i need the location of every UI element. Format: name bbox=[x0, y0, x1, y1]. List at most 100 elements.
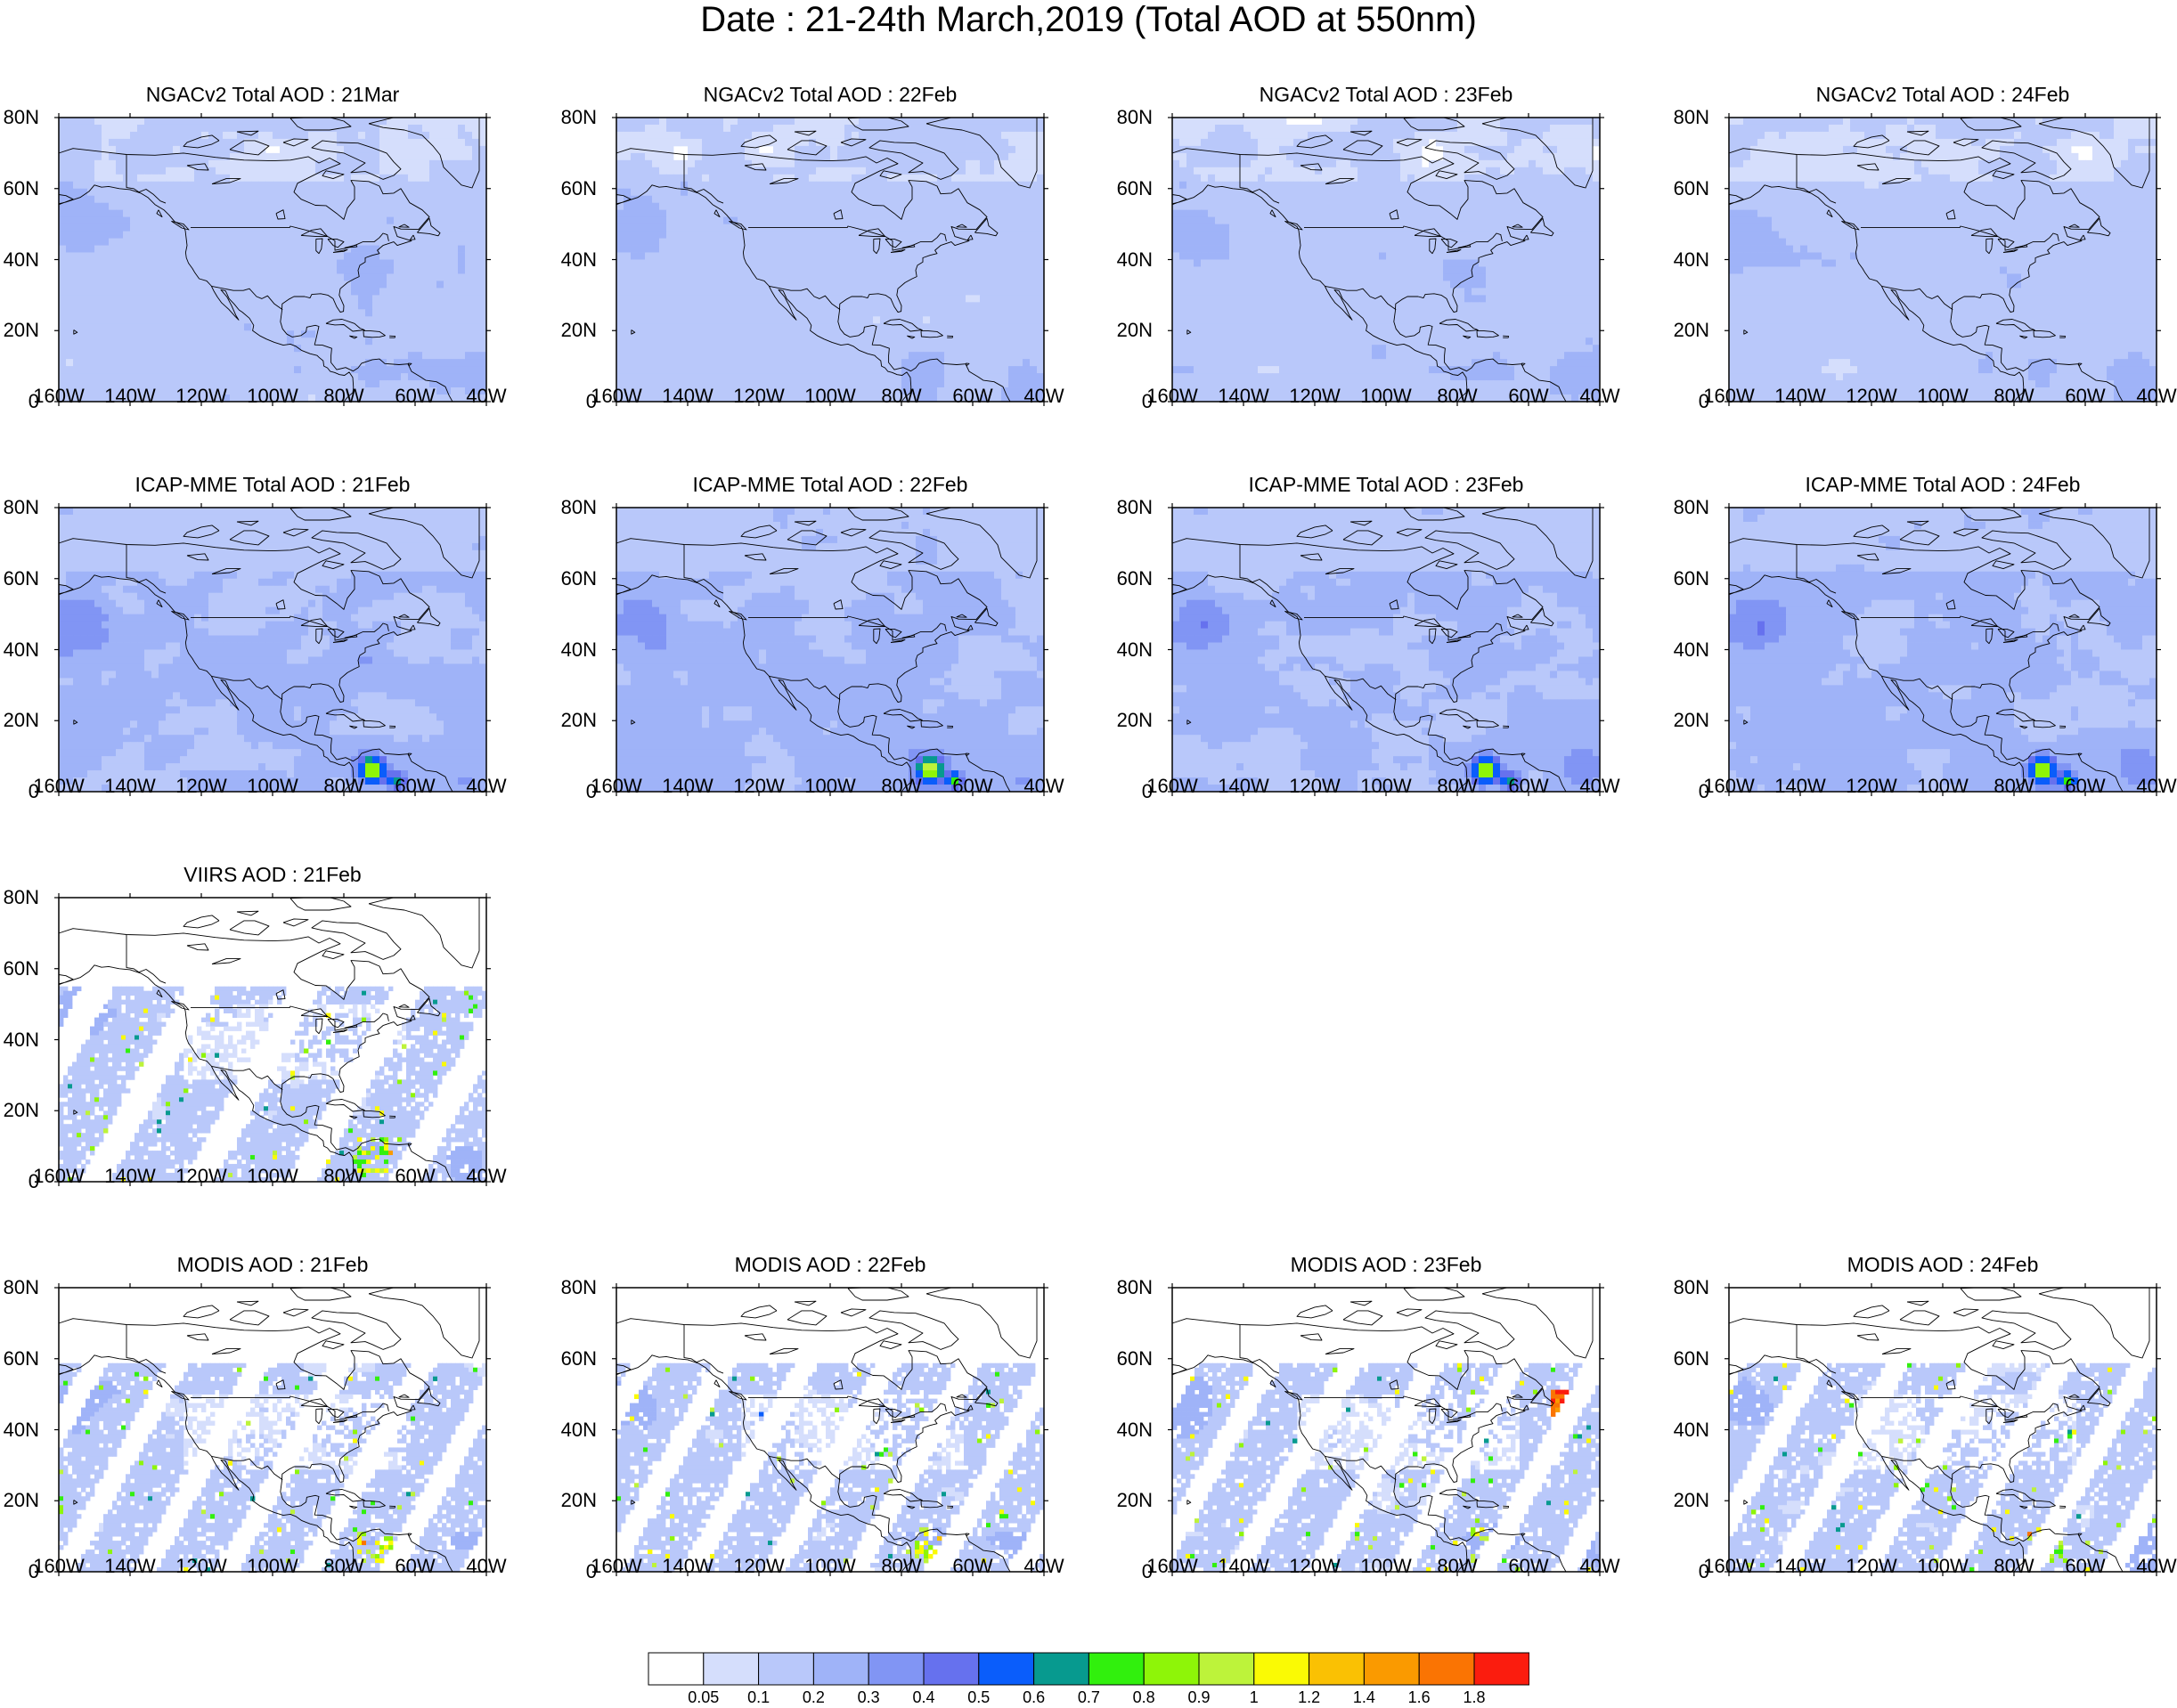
lat-tick-label: 40N bbox=[0, 1029, 39, 1051]
map-panel: ICAP-MME Total AOD : 23Feb 80N 60N 40N 20N 0 1… bbox=[1113, 471, 1620, 809]
aod-map bbox=[54, 113, 491, 406]
aod-field bbox=[1172, 118, 1600, 402]
tick-marks bbox=[1724, 503, 2161, 796]
lat-tick-label: 80N bbox=[558, 107, 597, 128]
lon-tick-label: 40W bbox=[451, 776, 522, 797]
colorbar-box bbox=[812, 1652, 869, 1686]
tick-marks bbox=[612, 1283, 1048, 1576]
lon-tick-label: 120W bbox=[166, 386, 237, 407]
lat-tick-label: 40N bbox=[1670, 638, 1709, 661]
lat-tick-label: 20N bbox=[558, 710, 597, 731]
lon-tick-label: 80W bbox=[866, 386, 937, 407]
lon-tick-label: 140W bbox=[652, 776, 723, 797]
aod-field bbox=[1172, 1288, 1600, 1572]
aod-field bbox=[1729, 508, 2157, 792]
lat-tick-label: 20N bbox=[0, 1490, 39, 1511]
colorbar-box bbox=[1309, 1652, 1365, 1686]
lat-tick-label: 20N bbox=[558, 320, 597, 341]
lon-tick-label: 140W bbox=[652, 1556, 723, 1577]
lon-tick-label: 140W bbox=[1765, 776, 1836, 797]
lon-tick-label: 120W bbox=[1836, 1556, 1907, 1577]
lat-tick-label: 60N bbox=[558, 567, 597, 590]
lat-tick-label: 20N bbox=[1670, 1490, 1709, 1511]
lat-tick-label: 0 bbox=[558, 781, 597, 802]
lon-tick-label: 60W bbox=[1493, 386, 1564, 407]
lat-tick-label: 60N bbox=[558, 1347, 597, 1370]
map-panel: MODIS AOD : 23Feb 80N 60N 40N 20N 0 160W 140W 12… bbox=[1113, 1251, 1620, 1590]
map-panel: ICAP-MME Total AOD : 22Feb 80N 60N 40N 20N 0 1… bbox=[558, 471, 1064, 809]
lon-tick-label: 40W bbox=[451, 1166, 522, 1187]
lon-tick-label: 140W bbox=[1208, 386, 1279, 407]
tick-marks bbox=[54, 893, 491, 1186]
lon-tick-label: 140W bbox=[94, 386, 166, 407]
lon-tick-label: 60W bbox=[2050, 776, 2121, 797]
lon-tick-label: 100W bbox=[795, 776, 866, 797]
panel-title: MODIS AOD : 23Feb bbox=[1172, 1251, 1600, 1278]
lon-tick-label: 80W bbox=[308, 1166, 379, 1187]
panel-title: NGACv2 Total AOD : 21Mar bbox=[59, 81, 486, 108]
lat-tick-label: 80N bbox=[1670, 1277, 1709, 1298]
panel-title: ICAP-MME Total AOD : 22Feb bbox=[616, 471, 1044, 498]
coastlines bbox=[59, 508, 480, 792]
colorbar bbox=[648, 1652, 1529, 1686]
lon-tick-label: 80W bbox=[1978, 1556, 2050, 1577]
lat-tick-label: 0 bbox=[558, 1561, 597, 1582]
lat-tick-label: 80N bbox=[1670, 497, 1709, 518]
lon-tick-label: 80W bbox=[866, 776, 937, 797]
lat-tick-label: 60N bbox=[1670, 567, 1709, 590]
coastlines bbox=[1172, 508, 1594, 792]
lon-tick-label: 100W bbox=[1350, 386, 1422, 407]
panel-title: MODIS AOD : 24Feb bbox=[1729, 1251, 2157, 1278]
panel-title: VIIRS AOD : 21Feb bbox=[59, 861, 486, 888]
lon-tick-label: 100W bbox=[237, 1166, 308, 1187]
lon-tick-label: 60W bbox=[2050, 386, 2121, 407]
coastlines bbox=[1729, 1288, 2150, 1572]
aod-field bbox=[59, 118, 486, 402]
lon-tick-label: 100W bbox=[237, 386, 308, 407]
lon-tick-label: 80W bbox=[308, 386, 379, 407]
lat-tick-label: 80N bbox=[558, 1277, 597, 1298]
lat-tick-label: 40N bbox=[1113, 1419, 1153, 1441]
lon-tick-label: 160W bbox=[1137, 386, 1208, 407]
aod-map bbox=[612, 503, 1048, 796]
lon-tick-label: 40W bbox=[451, 386, 522, 407]
aod-map bbox=[54, 893, 491, 1186]
lat-tick-label: 20N bbox=[1113, 710, 1153, 731]
panel-title: MODIS AOD : 22Feb bbox=[616, 1251, 1044, 1278]
lat-tick-label: 60N bbox=[1113, 567, 1153, 590]
colorbar-label: 0.9 bbox=[1172, 1688, 1226, 1707]
lat-tick-label: 80N bbox=[1113, 1277, 1153, 1298]
colorbar-label: 0.6 bbox=[1007, 1688, 1061, 1707]
map-panel: NGACv2 Total AOD : 22Feb 80N 60N 40N 20N 0 160… bbox=[558, 81, 1064, 419]
colorbar-label: 0.8 bbox=[1117, 1688, 1170, 1707]
lon-tick-label: 40W bbox=[2121, 776, 2177, 797]
colorbar-box bbox=[758, 1652, 814, 1686]
lat-tick-label: 0 bbox=[0, 1171, 39, 1192]
map-panel: ICAP-MME Total AOD : 24Feb 80N 60N 40N 20N 0 1… bbox=[1670, 471, 2177, 809]
lon-tick-label: 140W bbox=[652, 386, 723, 407]
colorbar-label: 0.7 bbox=[1062, 1688, 1115, 1707]
lat-tick-label: 40N bbox=[1113, 638, 1153, 661]
colorbar-box bbox=[923, 1652, 980, 1686]
lon-tick-label: 40W bbox=[1564, 1556, 1635, 1577]
lon-tick-label: 160W bbox=[1137, 776, 1208, 797]
lat-tick-label: 60N bbox=[558, 177, 597, 199]
lat-tick-label: 40N bbox=[558, 1419, 597, 1441]
lat-tick-label: 60N bbox=[1670, 177, 1709, 199]
colorbar-label: 1 bbox=[1227, 1688, 1281, 1707]
lat-tick-label: 20N bbox=[558, 1490, 597, 1511]
lon-tick-label: 140W bbox=[94, 1166, 166, 1187]
panel-title: NGACv2 Total AOD : 24Feb bbox=[1729, 81, 2157, 108]
map-panel: MODIS AOD : 21Feb 80N 60N 40N 20N 0 160W 140W 12… bbox=[0, 1251, 507, 1590]
lon-tick-label: 80W bbox=[308, 776, 379, 797]
lat-tick-label: 40N bbox=[558, 248, 597, 271]
coastlines bbox=[1172, 118, 1594, 402]
aod-field bbox=[59, 898, 486, 1182]
aod-field bbox=[1729, 118, 2157, 402]
colorbar-label: 1.4 bbox=[1337, 1688, 1390, 1707]
lon-tick-label: 120W bbox=[1279, 776, 1350, 797]
aod-map bbox=[54, 1283, 491, 1576]
lon-tick-label: 40W bbox=[1564, 386, 1635, 407]
lon-tick-label: 140W bbox=[94, 776, 166, 797]
tick-marks bbox=[1168, 503, 1604, 796]
